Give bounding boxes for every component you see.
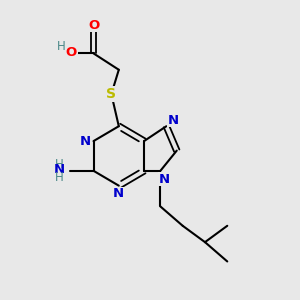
Text: O: O (88, 19, 99, 32)
Text: N: N (167, 114, 178, 127)
Text: O: O (66, 46, 77, 59)
Text: N: N (158, 172, 169, 186)
Text: H: H (56, 40, 65, 53)
Text: N: N (80, 135, 91, 148)
Text: H: H (55, 171, 64, 184)
Text: N: N (113, 188, 124, 200)
Text: N: N (54, 163, 65, 176)
Text: S: S (106, 87, 116, 101)
Text: H: H (55, 158, 64, 171)
